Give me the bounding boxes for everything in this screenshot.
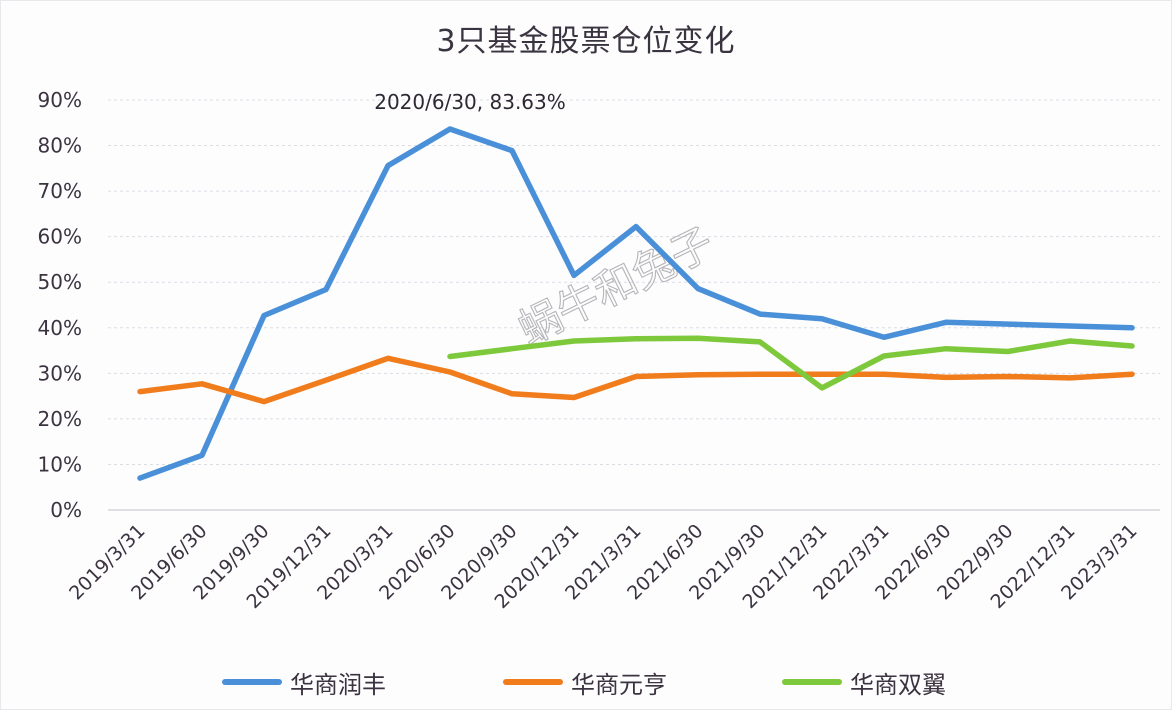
series-lines bbox=[137, 126, 1135, 481]
legend-swatch-icon bbox=[503, 679, 563, 685]
y-tick-label: 70% bbox=[38, 179, 82, 203]
y-axis: 0% 10% 20% 30% 40% 50% 60% 70% 80% 90% bbox=[38, 88, 82, 522]
legend-swatch-icon bbox=[222, 679, 282, 685]
x-axis: 2019/3/312019/6/302019/9/302019/12/31202… bbox=[65, 520, 1141, 613]
legend-item[interactable]: 华商润丰 bbox=[222, 664, 386, 700]
series-line bbox=[447, 335, 1135, 391]
legend-label: 华商双翼 bbox=[850, 670, 946, 699]
chart-title: 3只基金股票仓位变化 bbox=[436, 24, 736, 59]
y-tick-label: 50% bbox=[38, 270, 82, 294]
y-tick-label: 60% bbox=[38, 225, 82, 249]
y-tick-label: 90% bbox=[38, 88, 82, 112]
y-tick-label: 10% bbox=[38, 452, 82, 476]
legend-item[interactable]: 华商双翼 bbox=[782, 664, 946, 700]
series-line bbox=[137, 126, 1135, 481]
y-tick-label: 30% bbox=[38, 361, 82, 385]
legend-item[interactable]: 华商元亨 bbox=[503, 664, 667, 700]
data-label-annotation: 2020/6/30, 83.63% bbox=[374, 90, 566, 114]
legend-label: 华商润丰 bbox=[290, 670, 386, 699]
y-tick-label: 20% bbox=[38, 407, 82, 431]
legend: 华商润丰 华商元亨 华商双翼 bbox=[0, 664, 1172, 700]
annotations: 2020/6/30, 83.63% bbox=[374, 90, 566, 114]
y-tick-label: 80% bbox=[38, 134, 82, 158]
y-tick-label: 40% bbox=[38, 316, 82, 340]
y-tick-label: 0% bbox=[50, 498, 82, 522]
legend-swatch-icon bbox=[782, 679, 842, 685]
watermark: 蜗牛和兔子 bbox=[511, 218, 721, 354]
series-line bbox=[137, 355, 1135, 405]
legend-label: 华商元亨 bbox=[571, 670, 667, 699]
gridlines bbox=[108, 99, 1160, 511]
